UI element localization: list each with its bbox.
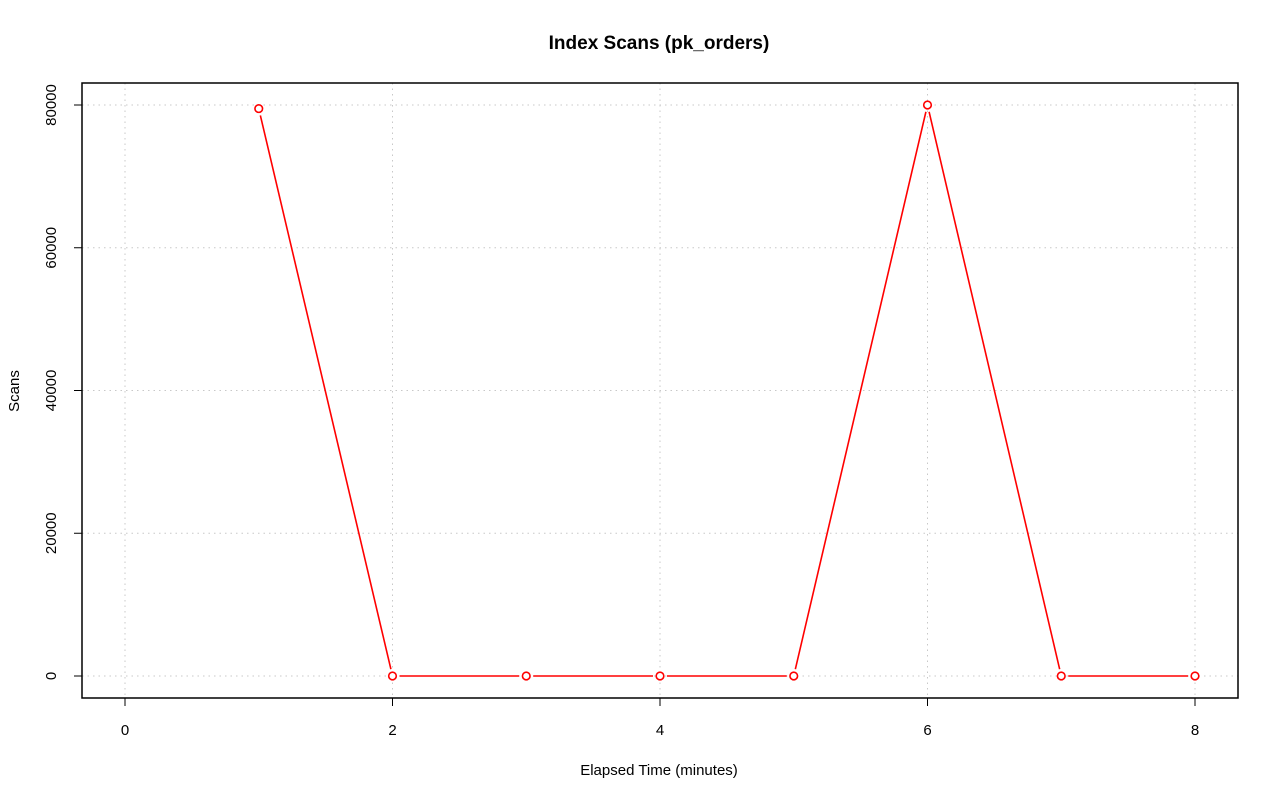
chart-title: Index Scans (pk_orders): [549, 33, 770, 54]
series-scans: [254, 100, 1200, 681]
data-point: [922, 100, 933, 110]
x-tick-label: 8: [1191, 722, 1199, 739]
y-tick-label: 40000: [43, 370, 60, 412]
y-tick-label: 0: [43, 672, 60, 680]
x-axis-label: Elapsed Time (minutes): [580, 762, 738, 779]
x-tick-label: 2: [388, 722, 396, 739]
y-tick-label: 60000: [43, 227, 60, 269]
data-point: [387, 671, 398, 681]
x-tick-label: 0: [121, 722, 129, 739]
x-axis: 0 2 4 6 8: [121, 697, 1199, 739]
x-tick-label: 4: [656, 722, 664, 739]
data-point: [521, 671, 531, 681]
data-point: [1190, 671, 1200, 681]
data-point: [1056, 671, 1066, 681]
series-segment: [794, 111, 927, 670]
series-segment: [928, 111, 1061, 670]
series-segment: [259, 115, 392, 670]
grid: [82, 83, 1238, 698]
data-point: [655, 671, 665, 681]
y-axis-label: Scans: [6, 370, 23, 412]
y-tick-label: 20000: [43, 512, 60, 554]
data-point: [254, 103, 264, 114]
x-tick-label: 6: [923, 722, 931, 739]
data-point: [789, 671, 799, 681]
y-axis: 0 20000 40000 60000 80000: [43, 84, 83, 680]
y-tick-label: 80000: [43, 84, 60, 126]
